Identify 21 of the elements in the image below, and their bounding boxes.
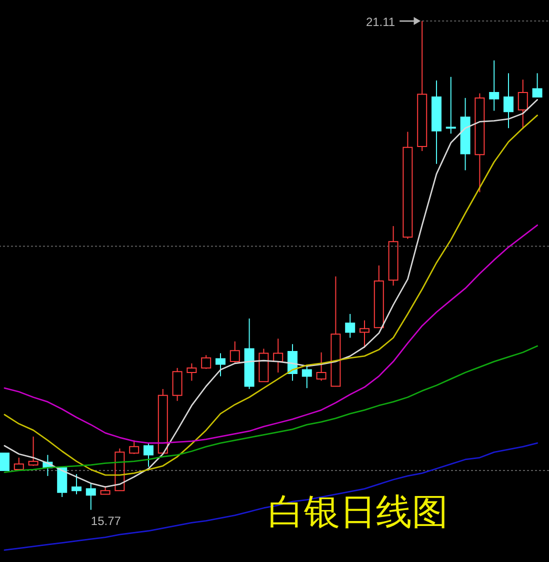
annotation: 15.77 — [90, 514, 122, 528]
candlestick — [0, 452, 10, 471]
candlestick — [504, 72, 514, 129]
candlestick — [489, 60, 500, 112]
candlestick — [460, 97, 470, 171]
candlestick — [374, 264, 384, 328]
candlestick — [330, 276, 341, 387]
candlestick — [258, 348, 269, 382]
annotation: 21.11 — [366, 15, 396, 30]
candlestick — [216, 352, 226, 377]
candlestick — [532, 72, 542, 98]
candlestick — [518, 79, 528, 130]
candlestick — [158, 388, 168, 454]
text: 白银日线图 — [268, 492, 448, 533]
candlestick — [72, 474, 82, 495]
candlestick — [388, 226, 398, 286]
candlestick — [14, 457, 24, 470]
candlestick — [432, 80, 442, 164]
candlestick — [360, 320, 370, 348]
candlestick — [273, 338, 284, 374]
candlestick — [446, 76, 456, 134]
